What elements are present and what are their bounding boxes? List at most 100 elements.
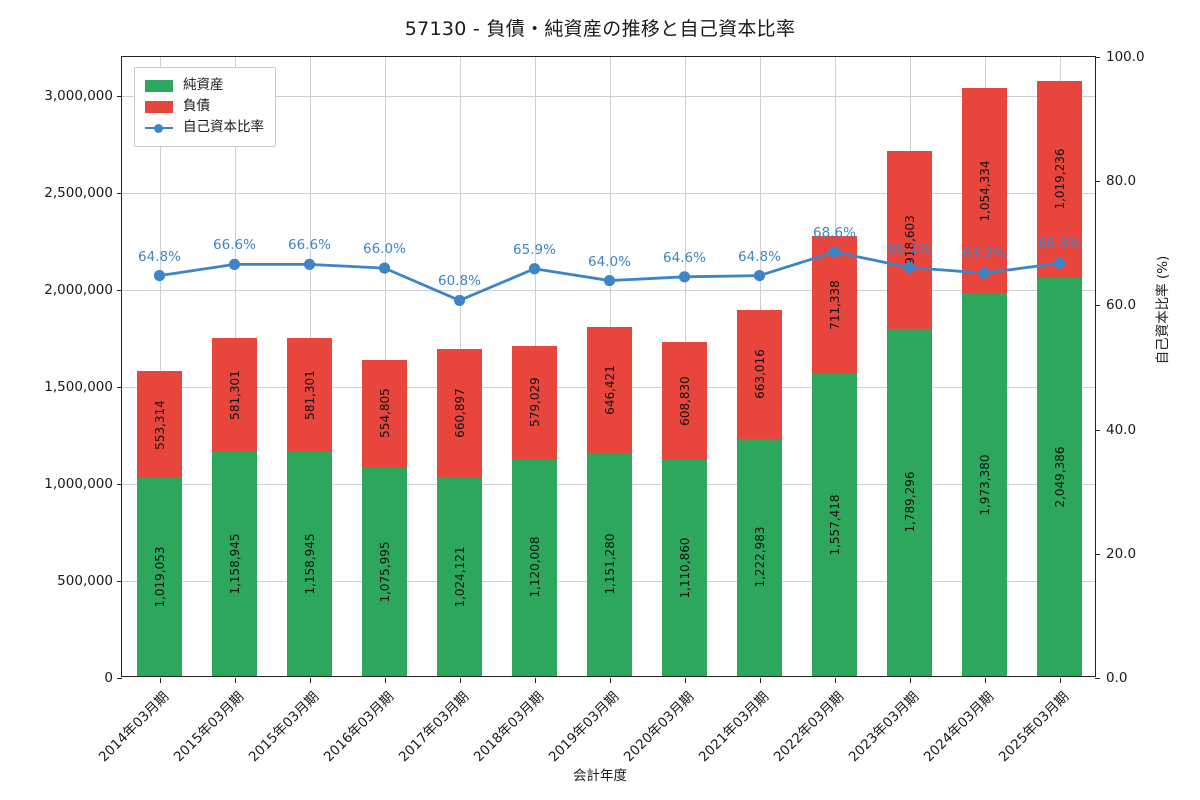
- y-tick-mark-secondary: [1095, 429, 1100, 431]
- x-tick-label: 2016年03月期: [320, 688, 397, 766]
- bar-segment-debt[interactable]: 660,897: [437, 349, 482, 478]
- bar-segment-debt[interactable]: 663,016: [737, 310, 782, 439]
- bar-value-label: 1,151,280: [602, 533, 617, 595]
- x-tick-label: 2021年03月期: [695, 688, 772, 766]
- x-tick-label: 2015年03月期: [170, 688, 247, 766]
- ratio-value-label: 66.0%: [363, 241, 406, 258]
- legend-item[interactable]: 純資産: [145, 75, 264, 96]
- y-tick-mark-primary: [117, 95, 122, 97]
- legend-item[interactable]: 自己資本比率: [145, 117, 264, 138]
- y-tick-mark-secondary: [1095, 305, 1100, 307]
- y-tick-label-secondary: 80.0: [1106, 173, 1137, 190]
- y-tick-label-secondary: 40.0: [1106, 421, 1137, 438]
- x-tick-label: 2014年03月期: [95, 688, 172, 766]
- bar-segment-equity[interactable]: 1,222,983: [737, 438, 782, 676]
- legend-swatch-icon: [145, 100, 173, 113]
- bar-segment-equity[interactable]: 1,151,280: [587, 452, 632, 676]
- x-tick-label: 2025年03月期: [995, 688, 1072, 766]
- page-title: 57130 - 負債・純資産の推移と自己資本比率: [404, 18, 796, 40]
- bar-segment-debt[interactable]: 1,019,236: [1037, 80, 1082, 279]
- bar-group[interactable]: 1,222,983 663,016: [737, 55, 782, 676]
- bar-group[interactable]: 1,151,280 646,421: [587, 55, 632, 676]
- y-tick-mark-primary: [117, 192, 122, 194]
- ratio-value-label: 65.9%: [513, 241, 556, 258]
- legend-item-label: 自己資本比率: [183, 118, 264, 135]
- bar-segment-debt[interactable]: 581,301: [287, 338, 332, 452]
- x-tick-mark: [609, 678, 611, 683]
- x-tick-label: 2018年03月期: [470, 688, 547, 766]
- bar-group[interactable]: 1,024,121 660,897: [437, 55, 482, 676]
- x-tick-label: 2017年03月期: [395, 688, 472, 766]
- y-tick-label-secondary: 0.0: [1106, 670, 1128, 686]
- bar-group[interactable]: 2,049,386 1,019,236: [1037, 55, 1082, 676]
- y-tick-label-secondary: 60.0: [1106, 297, 1137, 314]
- ratio-value-label: 66.1%: [888, 240, 931, 257]
- bar-segment-debt[interactable]: 646,421: [587, 327, 632, 453]
- gridline-horizontal: [122, 192, 1095, 194]
- ratio-value-label: 68.6%: [813, 224, 856, 241]
- bar-segment-debt[interactable]: 554,805: [362, 359, 407, 468]
- bar-segment-equity[interactable]: 1,557,418: [812, 373, 857, 676]
- x-tick-label: 2020年03月期: [620, 688, 697, 766]
- ratio-value-label: 65.2%: [963, 246, 1006, 263]
- gridline-vertical: [159, 57, 161, 676]
- bar-value-label: 660,897: [452, 388, 467, 438]
- bar-segment-equity[interactable]: 1,120,008: [512, 458, 557, 676]
- bar-value-label: 608,830: [677, 376, 692, 427]
- y-tick-label-primary: 2,500,000: [44, 184, 113, 201]
- y-tick-mark-primary: [117, 580, 122, 582]
- bar-segment-debt[interactable]: 579,029: [512, 346, 557, 459]
- bar-segment-debt[interactable]: 581,301: [212, 338, 257, 452]
- bar-group[interactable]: 1,110,860 608,830: [662, 55, 707, 676]
- x-tick-mark: [759, 678, 761, 683]
- x-tick-mark: [459, 678, 461, 683]
- bar-segment-equity[interactable]: 1,158,945: [212, 451, 257, 676]
- bar-group[interactable]: 1,557,418 711,338: [812, 55, 857, 676]
- y-tick-label-secondary: 100.0: [1106, 49, 1145, 65]
- ratio-value-label: 66.8%: [1038, 236, 1081, 253]
- bar-value-label: 1,973,380: [977, 453, 992, 516]
- bar-group[interactable]: 1,789,296 918,603: [887, 55, 932, 676]
- y-tick-mark-primary: [117, 678, 122, 679]
- bar-segment-equity[interactable]: 1,075,995: [362, 467, 407, 676]
- plot-area: 1,019,053 553,314 1,158,945 581,301 1,158,94…: [44, 49, 1144, 765]
- x-tick-mark: [834, 678, 836, 683]
- bar-segment-debt[interactable]: 711,338: [812, 235, 857, 374]
- bar-group[interactable]: 1,973,380 1,054,334: [962, 55, 1007, 676]
- bar-segment-equity[interactable]: 1,973,380: [962, 293, 1007, 676]
- x-tick-mark: [1059, 678, 1061, 683]
- bar-value-label: 1,024,121: [452, 546, 467, 608]
- bar-value-label: 1,075,995: [377, 541, 392, 603]
- bar-segment-equity[interactable]: 1,158,945: [287, 451, 332, 676]
- x-tick-mark: [534, 678, 536, 683]
- bar-segment-debt[interactable]: 608,830: [662, 342, 707, 461]
- y-tick-mark-primary: [117, 483, 122, 485]
- bar-segment-equity[interactable]: 1,024,121: [437, 477, 482, 676]
- bar-value-label: 1,789,296: [902, 471, 917, 533]
- bar-group[interactable]: 1,019,053 553,314: [137, 55, 182, 676]
- y-tick-label-primary: 2,000,000: [44, 281, 113, 298]
- bar-segment-equity[interactable]: 1,019,053: [137, 478, 182, 676]
- y-tick-mark-secondary: [1095, 57, 1100, 58]
- bar-segment-equity[interactable]: 1,789,296: [887, 328, 932, 676]
- y-tick-mark-primary: [117, 289, 122, 291]
- legend-item-label: 負債: [183, 97, 210, 114]
- bar-segment-debt[interactable]: 553,314: [137, 370, 182, 479]
- y-tick-mark-secondary: [1095, 181, 1100, 183]
- x-tick-label: 2024年03月期: [920, 688, 997, 766]
- bar-segment-equity[interactable]: 1,110,860: [662, 460, 707, 676]
- bar-group[interactable]: 1,158,945 581,301: [287, 55, 332, 676]
- legend-item[interactable]: 負債: [145, 96, 264, 117]
- ratio-value-label: 64.0%: [588, 253, 631, 270]
- bar-segment-equity[interactable]: 2,049,386: [1037, 278, 1082, 676]
- bar-value-label: 711,338: [827, 279, 842, 330]
- x-tick-label: 2019年03月期: [545, 688, 622, 766]
- bar-group[interactable]: 1,120,008 579,029: [512, 55, 557, 676]
- bar-value-label: 1,557,418: [827, 494, 842, 556]
- bar-value-label: 1,158,945: [302, 533, 317, 595]
- bar-value-label: 1,110,860: [677, 537, 692, 599]
- bar-group[interactable]: 1,075,995 554,805: [362, 55, 407, 676]
- bar-group[interactable]: 1,158,945 581,301: [212, 55, 257, 676]
- bar-segment-debt[interactable]: 1,054,334: [962, 88, 1007, 294]
